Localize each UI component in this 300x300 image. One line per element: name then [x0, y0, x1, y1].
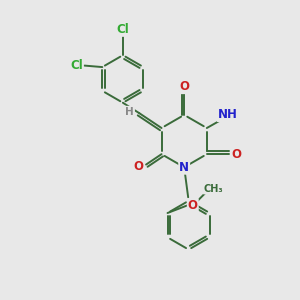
Text: H: H: [125, 107, 134, 117]
Text: Cl: Cl: [70, 59, 83, 72]
Text: O: O: [180, 80, 190, 93]
Text: NH: NH: [218, 108, 238, 121]
Text: Cl: Cl: [116, 23, 129, 36]
Text: O: O: [188, 199, 198, 212]
Text: N: N: [179, 161, 189, 174]
Text: O: O: [232, 148, 242, 161]
Text: O: O: [133, 160, 143, 172]
Text: CH₃: CH₃: [204, 184, 224, 194]
